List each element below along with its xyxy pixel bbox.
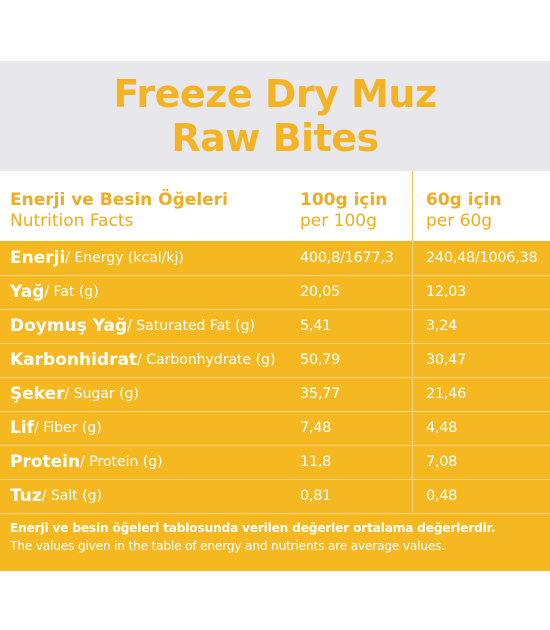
row-label-en: / Saturated Fat (g) xyxy=(127,318,255,334)
header-per-60g: 60g için per 60g xyxy=(426,190,502,232)
value-per-60g: 21,46 xyxy=(426,386,467,402)
product-title-line-1: Freeze Dry Muz xyxy=(113,72,437,116)
table-row: Karbonhidrat / Carbonhydrate (g) 50,79 3… xyxy=(0,343,550,378)
table-row: Protein / Protein (g) 11,8 7,08 xyxy=(0,445,550,480)
header-nutrients-en: Nutrition Facts xyxy=(10,211,134,231)
row-label-en: / Carbonhydrate (g) xyxy=(137,352,276,368)
value-per-100g: 35,77 xyxy=(300,386,341,402)
footnote: Enerji ve besin öğeleri tablosunda veril… xyxy=(10,519,545,555)
table-header: Enerji ve Besin Öğeleri Nutrition Facts … xyxy=(0,171,550,241)
title-band: Freeze Dry Muz Raw Bites xyxy=(0,61,550,171)
footnote-tr: Enerji ve besin öğeleri tablosunda veril… xyxy=(10,521,496,535)
value-per-60g: 4,48 xyxy=(426,420,458,436)
value-per-100g: 7,48 xyxy=(300,420,332,436)
row-label: Lif / Fiber (g) xyxy=(10,411,102,445)
header-per-100g-en: per 100g xyxy=(300,211,377,231)
table-row: Yağ / Fat (g) 20,05 12,03 xyxy=(0,275,550,310)
value-per-60g: 3,24 xyxy=(426,318,458,334)
row-label: Doymuş Yağ / Saturated Fat (g) xyxy=(10,309,255,343)
table-row: Lif / Fiber (g) 7,48 4,48 xyxy=(0,411,550,446)
column-divider xyxy=(412,171,413,241)
table-row: Şeker / Sugar (g) 35,77 21,46 xyxy=(0,377,550,412)
row-label: Tuz / Salt (g) xyxy=(10,479,102,513)
row-label: Protein / Protein (g) xyxy=(10,445,163,479)
row-label-en: / Energy (kcal/kj) xyxy=(65,250,184,266)
nutrition-table: Enerji / Energy (kcal/kj) 400,8/1677,3 2… xyxy=(0,241,550,571)
value-per-100g: 5,41 xyxy=(300,318,332,334)
row-label-en: / Salt (g) xyxy=(41,488,103,504)
value-per-100g: 400,8/1677,3 xyxy=(300,250,394,266)
value-per-60g: 240,48/1006,38 xyxy=(426,250,538,266)
row-label: Enerji / Energy (kcal/kj) xyxy=(10,241,184,275)
row-label-tr: Şeker xyxy=(10,384,65,404)
row-label-tr: Karbonhidrat xyxy=(10,350,138,370)
row-label-tr: Tuz xyxy=(10,486,42,506)
row-label: Yağ / Fat (g) xyxy=(10,275,99,309)
value-per-100g: 0,81 xyxy=(300,488,332,504)
header-per-100g: 100g için per 100g xyxy=(300,190,387,232)
table-row: Tuz / Salt (g) 0,81 0,48 xyxy=(0,479,550,514)
value-per-100g: 50,79 xyxy=(300,352,341,368)
row-label-tr: Protein xyxy=(10,452,81,472)
footnote-en: The values given in the table of energy … xyxy=(10,539,445,553)
table-row: Doymuş Yağ / Saturated Fat (g) 5,41 3,24 xyxy=(0,309,550,344)
row-label-en: / Fiber (g) xyxy=(34,420,102,436)
value-per-100g: 20,05 xyxy=(300,284,341,300)
product-title-line-2: Raw Bites xyxy=(171,116,379,160)
value-per-60g: 12,03 xyxy=(426,284,467,300)
value-per-60g: 0,48 xyxy=(426,488,458,504)
row-label-tr: Lif xyxy=(10,418,35,438)
table-row: Enerji / Energy (kcal/kj) 400,8/1677,3 2… xyxy=(0,241,550,276)
column-divider xyxy=(412,241,413,512)
header-per-60g-tr: 60g için xyxy=(426,190,502,210)
row-label-tr: Enerji xyxy=(10,248,66,268)
row-label-tr: Doymuş Yağ xyxy=(10,316,128,336)
header-per-60g-en: per 60g xyxy=(426,211,493,231)
value-per-100g: 11,8 xyxy=(300,454,332,470)
value-per-60g: 7,08 xyxy=(426,454,458,470)
row-label: Şeker / Sugar (g) xyxy=(10,377,139,411)
row-label-tr: Yağ xyxy=(10,282,45,302)
row-label: Karbonhidrat / Carbonhydrate (g) xyxy=(10,343,275,377)
row-label-en: / Sugar (g) xyxy=(64,386,139,402)
value-per-60g: 30,47 xyxy=(426,352,467,368)
header-nutrients: Enerji ve Besin Öğeleri Nutrition Facts xyxy=(10,190,228,232)
row-label-en: / Protein (g) xyxy=(80,454,163,470)
row-label-en: / Fat (g) xyxy=(44,284,99,300)
header-nutrients-tr: Enerji ve Besin Öğeleri xyxy=(10,190,228,210)
header-per-100g-tr: 100g için xyxy=(300,190,388,210)
